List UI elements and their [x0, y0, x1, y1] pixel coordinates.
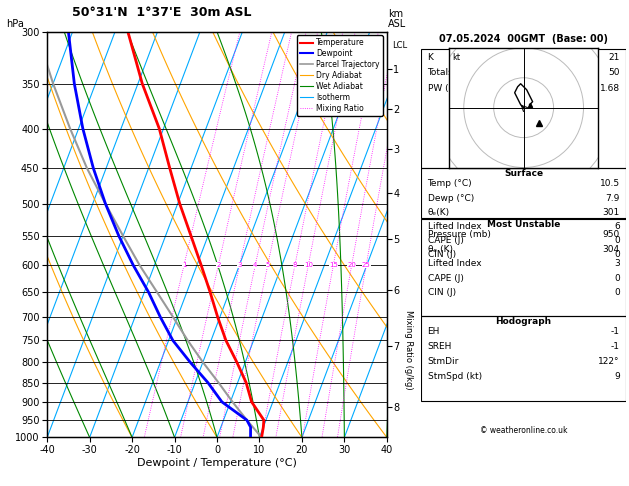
Legend: Temperature, Dewpoint, Parcel Trajectory, Dry Adiabat, Wet Adiabat, Isotherm, Mi: Temperature, Dewpoint, Parcel Trajectory…: [297, 35, 383, 116]
Text: 1: 1: [182, 262, 186, 268]
Text: 1.68: 1.68: [599, 84, 620, 93]
Text: 122°: 122°: [598, 357, 620, 366]
Text: 15: 15: [329, 262, 338, 268]
Bar: [421, 49, 626, 168]
Text: θₑ (K): θₑ (K): [428, 244, 452, 254]
Text: 7.9: 7.9: [605, 193, 620, 203]
Text: 50: 50: [608, 68, 620, 77]
Text: Mixing Ratio (g/kg): Mixing Ratio (g/kg): [404, 310, 413, 390]
Text: EH: EH: [428, 328, 440, 336]
Text: 50°31'N  1°37'E  30m ASL: 50°31'N 1°37'E 30m ASL: [72, 6, 252, 19]
Text: CAPE (J): CAPE (J): [428, 274, 464, 283]
Text: 3: 3: [614, 259, 620, 268]
Text: 0: 0: [614, 289, 620, 297]
Text: kt: kt: [452, 52, 460, 62]
Text: 8: 8: [292, 262, 297, 268]
Text: 5: 5: [265, 262, 270, 268]
Text: CIN (J): CIN (J): [428, 289, 455, 297]
Text: Lifted Index: Lifted Index: [428, 259, 481, 268]
Text: 6: 6: [614, 222, 620, 231]
Text: StmDir: StmDir: [428, 357, 459, 366]
Text: © weatheronline.co.uk: © weatheronline.co.uk: [480, 426, 567, 435]
Text: -1: -1: [611, 342, 620, 351]
Text: km: km: [388, 9, 403, 19]
Text: K: K: [428, 52, 433, 62]
Text: 301: 301: [603, 208, 620, 217]
Text: LCL: LCL: [392, 41, 408, 50]
Text: 2: 2: [216, 262, 221, 268]
Text: 20: 20: [347, 262, 356, 268]
Text: SREH: SREH: [428, 342, 452, 351]
Text: hPa: hPa: [6, 19, 24, 29]
Text: Lifted Index: Lifted Index: [428, 222, 481, 231]
Text: ASL: ASL: [388, 19, 406, 29]
Text: θₑ(K): θₑ(K): [428, 208, 450, 217]
Text: Surface: Surface: [504, 169, 543, 178]
Bar: [421, 219, 626, 316]
Text: 950: 950: [603, 230, 620, 239]
X-axis label: Dewpoint / Temperature (°C): Dewpoint / Temperature (°C): [137, 458, 297, 468]
Text: 0: 0: [614, 274, 620, 283]
Text: 0: 0: [614, 236, 620, 245]
Text: 25: 25: [362, 262, 370, 268]
Bar: [421, 316, 626, 401]
Text: 10.5: 10.5: [599, 179, 620, 188]
Text: Dewp (°C): Dewp (°C): [428, 193, 474, 203]
Bar: [421, 168, 626, 218]
Text: StmSpd (kt): StmSpd (kt): [428, 372, 482, 381]
Text: CAPE (J): CAPE (J): [428, 236, 464, 245]
Text: 21: 21: [608, 52, 620, 62]
Text: Totals Totals: Totals Totals: [428, 68, 482, 77]
Text: 3: 3: [237, 262, 242, 268]
Text: 10: 10: [304, 262, 313, 268]
Text: Pressure (mb): Pressure (mb): [428, 230, 491, 239]
Text: 304: 304: [603, 244, 620, 254]
Text: 07.05.2024  00GMT  (Base: 00): 07.05.2024 00GMT (Base: 00): [439, 34, 608, 44]
Text: Hodograph: Hodograph: [496, 317, 552, 326]
Text: -1: -1: [611, 328, 620, 336]
Text: 9: 9: [614, 372, 620, 381]
Text: Most Unstable: Most Unstable: [487, 220, 560, 229]
Text: PW (cm): PW (cm): [428, 84, 465, 93]
Text: 0: 0: [614, 250, 620, 260]
Text: CIN (J): CIN (J): [428, 250, 455, 260]
Text: 4: 4: [253, 262, 257, 268]
Text: Temp (°C): Temp (°C): [428, 179, 472, 188]
